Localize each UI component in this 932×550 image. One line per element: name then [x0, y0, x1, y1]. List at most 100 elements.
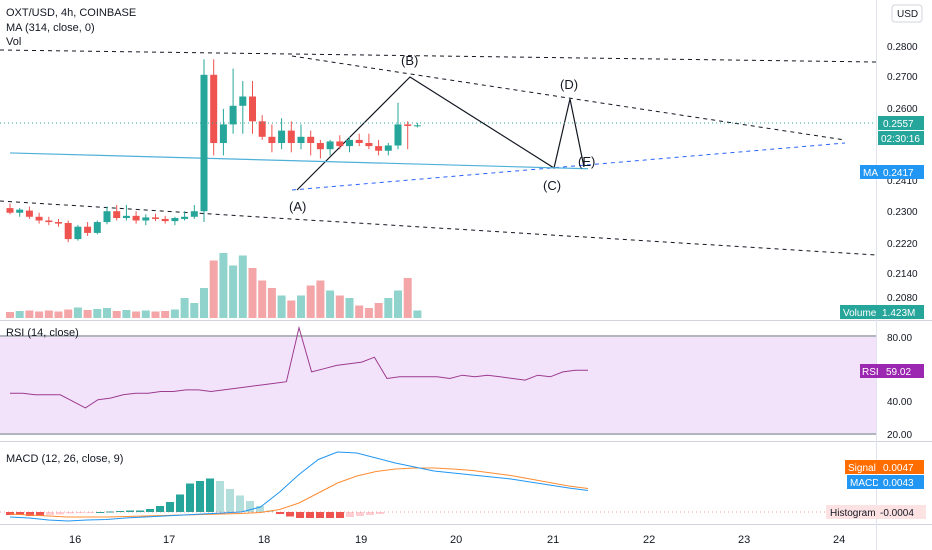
candle [384, 143, 392, 156]
volume-bar [209, 260, 218, 318]
candle-body [239, 96, 247, 106]
ma-tag-name: MA [863, 168, 878, 179]
wave-label-c: (C) [543, 178, 561, 193]
candle [307, 130, 315, 156]
volume-tag-value-bg [878, 305, 924, 319]
time-axis[interactable]: 16 17 18 19 20 21 22 23 24 [69, 534, 845, 546]
last-price-tag-bg [878, 116, 924, 130]
time-tick: 22 [643, 534, 655, 546]
candle-body [35, 216, 43, 221]
histogram-bar [366, 512, 374, 515]
rsi-series [10, 325, 588, 409]
histogram-bar [356, 512, 364, 516]
price-tick: 0.2300 [887, 207, 918, 218]
candle [113, 205, 121, 221]
trendlines [0, 49, 877, 256]
histogram-bar [236, 495, 244, 512]
histogram-bar [126, 510, 134, 512]
price-axis[interactable]: 0.2800 0.2800 0.2700 0.2600 0.2300 0.222… [887, 9, 918, 304]
histogram-bar [196, 481, 204, 512]
time-tick: 23 [738, 534, 750, 546]
volume-bar [258, 280, 267, 318]
ma-legend[interactable]: MA (314, close, 0) [6, 22, 95, 34]
vol-legend[interactable]: Vol [6, 36, 21, 48]
histogram-bar [216, 481, 224, 512]
histogram-bar [336, 512, 344, 518]
candle [346, 136, 353, 153]
volume-bar [161, 311, 170, 318]
histogram-bar [316, 512, 324, 518]
rsi-tag-value-bg [880, 364, 924, 378]
candle [142, 214, 150, 226]
candle [249, 81, 256, 134]
histogram-bar [276, 512, 284, 514]
candle-body [55, 222, 62, 224]
candle [161, 215, 169, 224]
volume-bar [229, 265, 238, 318]
volume-bar [248, 268, 257, 318]
ma-segment [9, 152, 589, 170]
volume-bar [83, 310, 92, 318]
candle [93, 220, 101, 235]
symbol-title[interactable]: OXT/USD, 4h, COINBASE [6, 7, 136, 19]
price-tick: 0.2600 [887, 104, 918, 115]
volume-bar [151, 311, 160, 318]
candle-body [74, 226, 82, 240]
macd-tag-name: MACD [850, 478, 879, 489]
macd-series [9, 451, 589, 522]
histogram-bar [36, 512, 44, 516]
candle [297, 124, 305, 150]
volume-bar [413, 310, 422, 318]
volume-tag-value: 1.423M [882, 308, 915, 319]
histogram-bar [156, 506, 164, 512]
rsi-tag-name: RSI [862, 367, 879, 378]
volume-tag-name: Volume [843, 308, 877, 319]
candle [190, 205, 198, 219]
candle-body [200, 74, 208, 212]
histogram-bar [246, 501, 254, 512]
histogram-bar [146, 509, 154, 512]
histogram-bar [56, 512, 64, 515]
candle-body [346, 139, 353, 147]
volume-bar [170, 309, 179, 318]
currency-button[interactable] [891, 4, 923, 23]
time-tick: 24 [833, 534, 845, 546]
rsi-tick: 80.00 [887, 333, 912, 344]
candle [25, 206, 33, 219]
time-tick: 21 [547, 534, 559, 546]
candle [404, 121, 412, 150]
time-tick: 19 [355, 534, 367, 546]
candle-body [181, 216, 189, 219]
histogram-bar [346, 512, 354, 517]
volume-bar [180, 298, 189, 318]
volume-bar [267, 288, 276, 318]
candle [413, 122, 421, 128]
candle [355, 133, 363, 147]
volume-bar [355, 305, 364, 318]
volume-bar [25, 310, 34, 318]
candle-body [316, 143, 324, 150]
candle [394, 102, 402, 150]
rsi-legend[interactable]: RSI (14, close) [6, 327, 79, 339]
countdown-value: 02:30:16 [881, 134, 920, 145]
ma-tag-name-bg [860, 165, 878, 179]
countdown-tag-bg [878, 131, 924, 145]
volume-bar [54, 311, 63, 318]
candle-body [132, 215, 140, 221]
volume-bar [394, 290, 402, 318]
macd-legend[interactable]: MACD (12, 26, close, 9) [6, 453, 123, 465]
price-tick: 0.2800 [887, 42, 918, 53]
macd-tag: MACD 0.0043 [847, 475, 924, 489]
histogram-tag-value-bg [878, 505, 926, 519]
signal-tag-name-bg [845, 460, 878, 474]
candle-body [384, 145, 392, 151]
candle [181, 211, 189, 221]
volume-bar [364, 308, 373, 318]
candle-body [219, 124, 227, 143]
ma-line [9, 152, 589, 170]
candle-body [190, 211, 198, 217]
candle-body [113, 211, 121, 219]
ma-tag-value: 0.2417 [883, 168, 914, 179]
candle [45, 216, 53, 226]
